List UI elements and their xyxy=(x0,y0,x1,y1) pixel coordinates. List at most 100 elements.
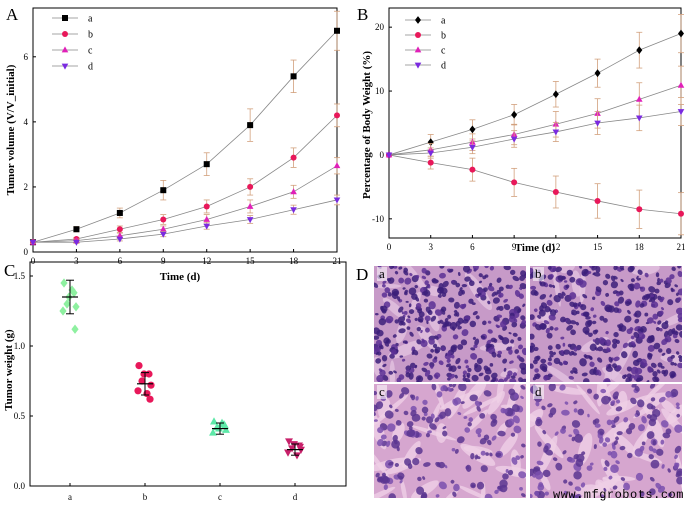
data-point-c xyxy=(290,188,297,195)
data-point-d xyxy=(510,136,518,143)
cell-nucleus xyxy=(496,314,503,318)
legend-label-a: a xyxy=(441,16,446,27)
cell-nucleus xyxy=(428,301,436,310)
cell-nucleus xyxy=(427,430,432,434)
cell-nucleus xyxy=(451,448,456,452)
cell-nucleus xyxy=(488,282,493,287)
cell-nucleus xyxy=(415,396,419,401)
cell-nucleus xyxy=(595,286,602,293)
cell-nucleus xyxy=(552,457,558,462)
cell-nucleus xyxy=(582,294,588,299)
panel-letter-d: D xyxy=(356,265,368,284)
cell-nucleus xyxy=(434,335,439,340)
cell-nucleus xyxy=(591,266,598,271)
data-point-c xyxy=(677,81,685,88)
cell-nucleus xyxy=(548,284,553,288)
cell-nucleus xyxy=(675,324,682,331)
cell-nucleus xyxy=(563,479,568,484)
cell-nucleus xyxy=(487,285,495,292)
cell-nucleus xyxy=(620,278,624,283)
cell-nucleus xyxy=(520,315,526,321)
tissue-fiber xyxy=(661,399,676,413)
cell-nucleus xyxy=(570,329,576,336)
cell-nucleus xyxy=(540,358,547,364)
data-point-d xyxy=(333,197,341,204)
cell-nucleus xyxy=(408,303,412,308)
x-axis-label-b: Time (d) xyxy=(515,242,556,254)
x-tick-label-a: 0 xyxy=(31,256,36,266)
scatter-point-a xyxy=(70,288,78,298)
cell-nucleus xyxy=(564,401,569,405)
cell-nucleus xyxy=(657,277,660,283)
cell-nucleus xyxy=(603,466,608,472)
cell-nucleus xyxy=(634,310,642,318)
cell-nucleus xyxy=(457,344,464,350)
cell-nucleus xyxy=(635,377,642,382)
cell-nucleus xyxy=(629,266,635,271)
cell-nucleus xyxy=(641,441,646,446)
cell-nucleus xyxy=(444,464,448,469)
y-axis-label-a: Tumor volume (V/V_initial) xyxy=(5,64,17,195)
cell-nucleus xyxy=(589,356,593,360)
data-point-a xyxy=(427,138,434,147)
cell-nucleus xyxy=(455,357,461,365)
cell-nucleus xyxy=(377,426,384,434)
cell-nucleus xyxy=(650,294,655,298)
cell-nucleus xyxy=(558,361,563,366)
tissue-fiber xyxy=(462,384,487,409)
cell-nucleus xyxy=(583,378,590,382)
cell-nucleus xyxy=(374,327,381,335)
data-point-d xyxy=(73,239,80,246)
cell-nucleus xyxy=(427,374,433,381)
cell-nucleus xyxy=(573,400,578,405)
cell-nucleus xyxy=(513,393,519,399)
cell-nucleus xyxy=(448,268,454,273)
cell-nucleus xyxy=(514,349,520,354)
cell-nucleus xyxy=(637,269,643,275)
cell-nucleus xyxy=(391,350,395,356)
cell-nucleus xyxy=(670,287,674,293)
cell-nucleus xyxy=(560,428,566,434)
data-point-d xyxy=(203,223,211,230)
cell-nucleus xyxy=(374,412,376,416)
cell-nucleus xyxy=(542,430,547,435)
tissue-fiber xyxy=(374,394,409,426)
cell-nucleus xyxy=(421,367,428,373)
data-point-c xyxy=(246,202,254,209)
cell-nucleus xyxy=(530,273,534,279)
cell-nucleus xyxy=(398,328,406,334)
x-tick-label-b: 9 xyxy=(512,242,517,252)
cell-nucleus xyxy=(399,393,405,399)
cell-nucleus xyxy=(647,344,655,352)
cell-nucleus xyxy=(594,329,599,333)
cell-nucleus xyxy=(547,403,553,408)
cell-nucleus xyxy=(552,284,556,289)
cell-nucleus xyxy=(416,339,422,345)
cell-nucleus xyxy=(421,416,426,421)
cell-nucleus xyxy=(664,335,672,343)
cell-nucleus xyxy=(392,334,397,338)
cell-nucleus xyxy=(385,390,393,398)
cell-nucleus xyxy=(518,344,524,350)
cell-nucleus xyxy=(388,370,394,375)
y-tick-label-b: -10 xyxy=(372,214,384,224)
cell-nucleus xyxy=(530,493,533,498)
cell-nucleus xyxy=(489,363,494,367)
data-point-a xyxy=(116,209,123,216)
cell-nucleus xyxy=(657,320,662,325)
cell-nucleus xyxy=(482,320,487,326)
cell-nucleus xyxy=(616,399,621,404)
tissue-fiber xyxy=(430,384,445,410)
cell-nucleus xyxy=(503,266,512,271)
cell-nucleus xyxy=(608,356,613,363)
cell-nucleus xyxy=(648,454,654,460)
cell-nucleus xyxy=(487,300,491,305)
cell-nucleus xyxy=(519,487,523,491)
cell-nucleus xyxy=(405,318,412,324)
cell-nucleus xyxy=(566,457,576,463)
cell-nucleus xyxy=(588,332,593,338)
cell-nucleus xyxy=(543,375,549,381)
panel-a: A 0 3 6 9 12 15 18 21 0 2 4 6 Time (d) Tumor volume… xyxy=(5,5,342,283)
cell-nucleus xyxy=(485,452,489,456)
cell-nucleus xyxy=(568,481,573,486)
